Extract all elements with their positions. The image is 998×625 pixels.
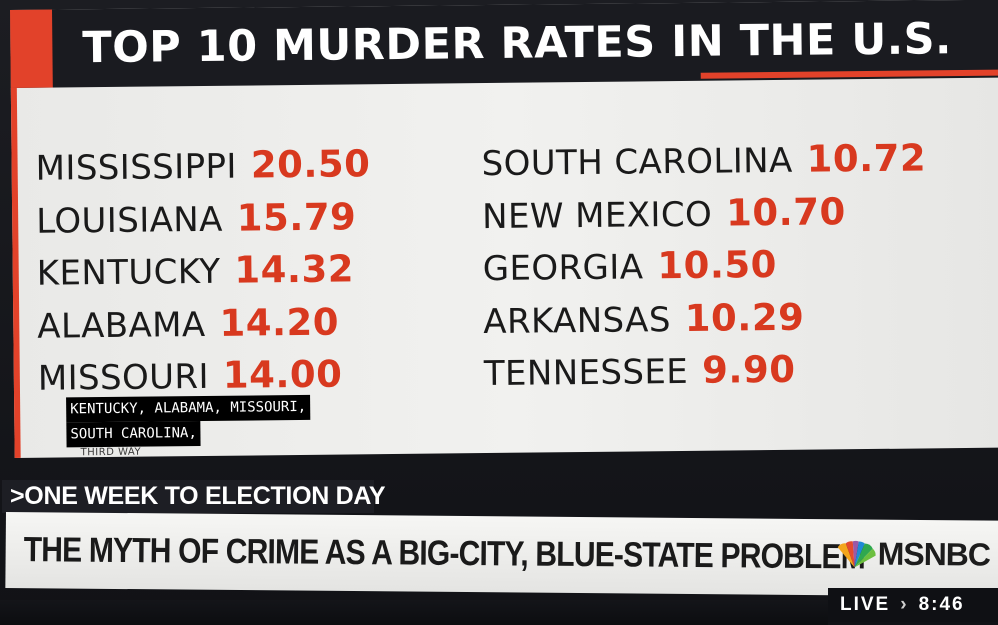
source-credit: THIRD WAY xyxy=(80,446,142,459)
state-name: TENNESSEE xyxy=(483,351,689,395)
rates-column-left: MISSISSIPPI 20.50 LOUISIANA 15.79 KENTUCKY… xyxy=(35,138,372,404)
rate-row: LOUISIANA 15.79 xyxy=(36,191,371,247)
chevron-right-icon: › xyxy=(900,594,909,615)
murder-rate: 14.32 xyxy=(234,247,355,292)
murder-rate: 10.72 xyxy=(806,136,927,181)
graphic-title: TOP 10 MURDER RATES IN THE U.S. xyxy=(82,14,953,74)
rate-row: SOUTH CAROLINA 10.72 xyxy=(481,132,926,189)
rate-row: KENTUCKY 14.32 xyxy=(36,243,371,299)
panel-left-accent xyxy=(10,87,21,458)
murder-rate: 9.90 xyxy=(701,347,796,392)
murder-rate: 10.50 xyxy=(657,242,778,288)
rate-row: GEORGIA 10.50 xyxy=(482,237,927,294)
clock-time: 8:46 xyxy=(918,594,965,615)
closed-caption: KENTUCKY, ALABAMA, MISSOURI, SOUTH CAROL… xyxy=(66,394,311,448)
network-name: MSNBC xyxy=(877,535,991,573)
live-label: LIVE xyxy=(840,594,891,615)
peacock-icon xyxy=(837,540,876,568)
rate-row: MISSISSIPPI 20.50 xyxy=(35,138,370,194)
state-name: SOUTH CAROLINA xyxy=(481,140,793,185)
state-name: MISSOURI xyxy=(37,356,210,399)
state-name: GEORGIA xyxy=(482,247,644,290)
murder-rate: 10.29 xyxy=(684,295,805,340)
chyron: THE MYTH OF CRIME AS A BIG-CITY, BLUE-ST… xyxy=(5,512,998,597)
rate-row: NEW MEXICO 10.70 xyxy=(482,185,927,242)
kicker-banner: >ONE WEEK TO ELECTION DAY xyxy=(2,480,386,513)
rate-row: ALABAMA 14.20 xyxy=(37,296,372,352)
rates-column-right: SOUTH CAROLINA 10.72 NEW MEXICO 10.70 GEOR… xyxy=(481,132,928,399)
graphic-panel: TOP 10 MURDER RATES IN THE U.S. MISSISSI… xyxy=(10,0,998,458)
state-name: LOUISIANA xyxy=(36,199,223,242)
screen-bottom-bezel xyxy=(0,600,828,625)
murder-rate: 15.79 xyxy=(236,194,357,240)
state-name: KENTUCKY xyxy=(36,251,221,294)
caption-line: SOUTH CAROLINA, xyxy=(66,421,202,448)
rate-row: TENNESSEE 9.90 xyxy=(484,342,929,399)
rate-row: ARKANSAS 10.29 xyxy=(483,290,928,347)
state-name: ARKANSAS xyxy=(483,299,672,342)
title-accent xyxy=(10,9,53,88)
network-logo: MSNBC xyxy=(831,535,998,577)
murder-rate: 20.50 xyxy=(250,142,371,187)
caption-line: KENTUCKY, ALABAMA, MISSOURI, xyxy=(66,394,311,423)
live-indicator: LIVE › 8:46 xyxy=(828,588,998,622)
murder-rate: 14.20 xyxy=(219,300,340,345)
murder-rate: 14.00 xyxy=(222,352,343,397)
chyron-headline: THE MYTH OF CRIME AS A BIG-CITY, BLUE-ST… xyxy=(23,530,866,577)
state-name: ALABAMA xyxy=(37,304,206,347)
murder-rate: 10.70 xyxy=(725,189,846,235)
state-name: MISSISSIPPI xyxy=(35,146,238,189)
state-name: NEW MEXICO xyxy=(481,194,713,237)
